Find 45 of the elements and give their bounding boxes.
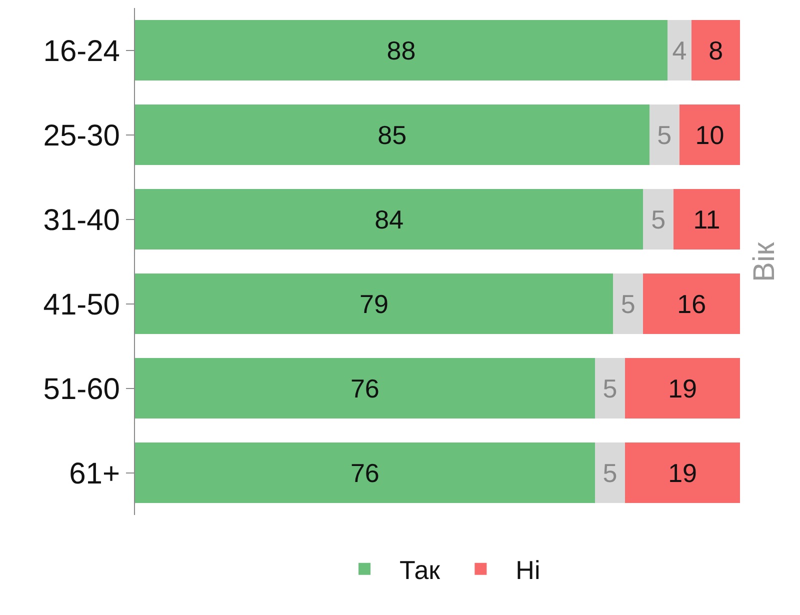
bar bbox=[612, 273, 644, 334]
data-label: 88 bbox=[386, 35, 416, 66]
data-label: 11 bbox=[693, 204, 720, 234]
y-tick-label: 16-24 bbox=[43, 34, 120, 68]
y-tick-label: 31-40 bbox=[43, 204, 120, 237]
data-label: 4 bbox=[672, 35, 687, 66]
y-tick-label: 51-60 bbox=[43, 372, 120, 406]
data-label: 79 bbox=[360, 288, 388, 319]
bar bbox=[649, 104, 680, 166]
data-label: 76 bbox=[350, 458, 380, 488]
bar bbox=[667, 20, 692, 81]
bar bbox=[135, 358, 595, 419]
data-label: 5 bbox=[602, 458, 618, 488]
bar bbox=[135, 104, 650, 166]
bar bbox=[643, 273, 740, 334]
bar bbox=[625, 358, 740, 419]
y-axis-title: Вік bbox=[748, 241, 782, 282]
data-label: 19 bbox=[668, 373, 697, 404]
bar bbox=[135, 273, 613, 334]
data-label: 5 bbox=[651, 204, 666, 234]
bar bbox=[135, 188, 644, 250]
data-label: 5 bbox=[657, 120, 672, 150]
bar bbox=[135, 20, 668, 81]
data-label: 16 bbox=[677, 288, 706, 319]
y-tick-label: 61+ bbox=[69, 457, 120, 490]
data-label: 8 bbox=[708, 35, 724, 66]
bar bbox=[625, 442, 740, 504]
bar bbox=[680, 104, 740, 166]
data-label: 5 bbox=[602, 373, 618, 404]
bar bbox=[692, 20, 740, 81]
bar bbox=[673, 188, 740, 250]
bar bbox=[643, 188, 674, 250]
data-label: 5 bbox=[620, 288, 636, 319]
bar bbox=[594, 442, 626, 504]
bar bbox=[594, 358, 626, 419]
y-tick-label: 41-50 bbox=[43, 288, 120, 322]
legend-label: Ні bbox=[516, 554, 540, 585]
bar bbox=[135, 442, 595, 504]
y-tick-label: 25-30 bbox=[43, 119, 120, 152]
data-label: 76 bbox=[350, 373, 380, 404]
legend-label: Так bbox=[400, 554, 441, 585]
data-label: 84 bbox=[374, 204, 404, 234]
data-label: 10 bbox=[695, 120, 724, 150]
data-label: 85 bbox=[378, 120, 407, 150]
data-label: 19 bbox=[668, 458, 697, 488]
